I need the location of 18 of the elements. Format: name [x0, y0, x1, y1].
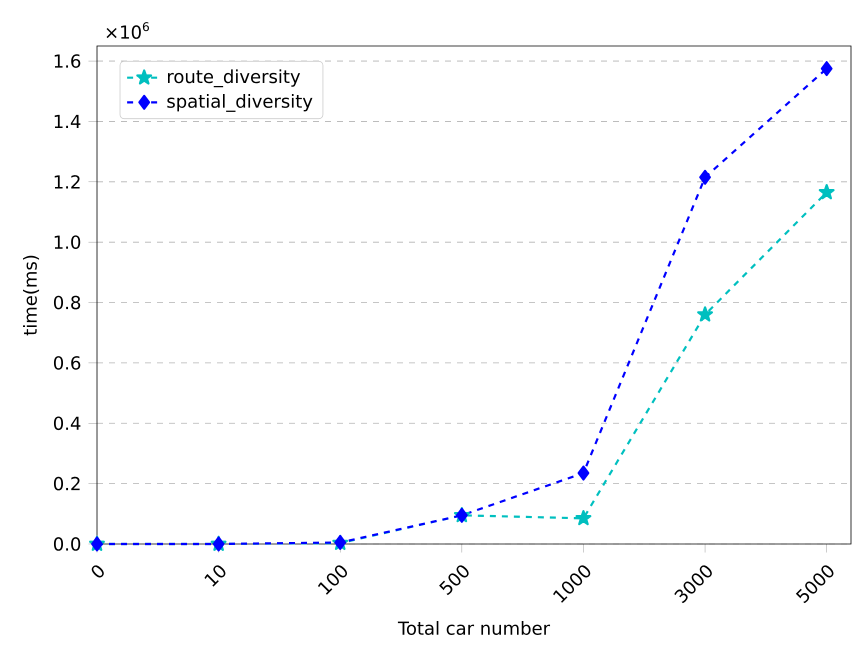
- text: ×10$^{6}$: [106, 22, 149, 39]
- y-tick-label: 1.4: [54, 114, 80, 128]
- y-tick-label: 1.0: [54, 235, 80, 249]
- y-tick-label: 0.6: [54, 356, 80, 370]
- y-tick-label: 0.0: [54, 537, 80, 551]
- x-tick-label: 100: [318, 565, 348, 595]
- x-tick-label: 10: [204, 565, 226, 587]
- y-tick-label: 0.2: [54, 476, 80, 490]
- x-tick-label: 500: [439, 565, 469, 596]
- y-tick-label: 0.8: [54, 296, 80, 310]
- legend-label: route_diversity: [168, 69, 300, 88]
- y-tick-label: 1.6: [54, 54, 80, 68]
- y-tick-label: 1.2: [54, 175, 80, 188]
- y-tick-label: 0.4: [54, 416, 80, 430]
- legend-label: spatial_diversity: [167, 94, 312, 112]
- x-tick-label: 0: [92, 565, 104, 578]
- y-axis-title: time(ms): [22, 256, 40, 336]
- x-axis-title: Total car number: [398, 621, 550, 635]
